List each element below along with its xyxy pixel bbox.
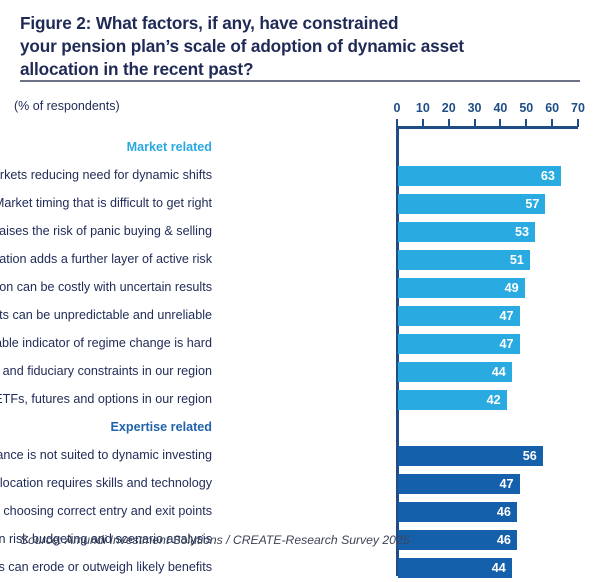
- group-header-row: Expertise related: [0, 414, 600, 442]
- bar-category-label: Our governance is not suited to dynamic …: [0, 448, 212, 462]
- bar: 44: [398, 558, 512, 578]
- bar-row: Dynamic asset allocation can be costly w…: [0, 274, 600, 302]
- source-note: Source: Amundi Investment Solutions / CR…: [20, 533, 410, 547]
- bar: 51: [398, 250, 530, 270]
- bar-row: Identifying a reliable indicator of regi…: [0, 330, 600, 358]
- bar-value-label: 47: [499, 309, 514, 323]
- axis-tick: [421, 119, 424, 127]
- bar-row: Dynamic asset allocation adds a further …: [0, 246, 600, 274]
- bar: 47: [398, 306, 520, 326]
- bar-category-label: Regulatory and fiduciary constraints in …: [0, 364, 212, 378]
- bar-row: Deviations from SAA raises the risk of p…: [0, 218, 600, 246]
- title-line-1: Figure 2: What factors, if any, have con…: [20, 13, 399, 33]
- axis-tick: [473, 119, 476, 127]
- bar-category-label: Prolonged bull markets reducing need for…: [0, 168, 212, 182]
- bar: 44: [398, 362, 512, 382]
- bar-category-label: Dynamic asset allocation requires skills…: [0, 476, 212, 490]
- bar-row: Lack of expertise in risk budgeting and …: [0, 526, 600, 554]
- axis-tick-label: 40: [493, 101, 508, 115]
- bar: 46: [398, 530, 517, 550]
- bar-category-label: Overall costs can erode or outweigh like…: [0, 560, 212, 574]
- bar-value-label: 46: [496, 505, 511, 519]
- bar-row: Prolonged bull markets reducing need for…: [0, 162, 600, 190]
- bar: 63: [398, 166, 561, 186]
- bar: 46: [398, 502, 517, 522]
- bar: 57: [398, 194, 546, 214]
- axis-tick-label: 70: [571, 101, 585, 115]
- bar: 47: [398, 474, 520, 494]
- bar-category-label: Identifying a reliable indicator of regi…: [0, 336, 212, 350]
- axis-tick-label: 30: [467, 101, 482, 115]
- bar-value-label: 56: [522, 449, 537, 463]
- units-caption: (% of respondents): [14, 99, 120, 113]
- axis-tick-label: 50: [519, 101, 534, 115]
- bar-category-label: Market timing that is difficult to get r…: [0, 196, 212, 210]
- axis-top-rule: [396, 126, 578, 129]
- axis-tick-label: 10: [415, 101, 430, 115]
- axis-tick-label: 20: [441, 101, 456, 115]
- bar-row: Good returns require choosing correct en…: [0, 498, 600, 526]
- axis-tick: [577, 119, 579, 127]
- bar-category-label: Good returns require choosing correct en…: [0, 504, 212, 518]
- bar-value-label: 44: [491, 561, 506, 575]
- bar-value-label: 57: [525, 197, 540, 211]
- bar-value-label: 47: [499, 337, 514, 351]
- bar-value-label: 51: [509, 253, 524, 267]
- bar-category-label: Signals on regime shifts can be unpredic…: [0, 308, 212, 322]
- bar: 42: [398, 390, 507, 410]
- axis-tick: [525, 119, 528, 127]
- bar-category-label: Lack of expertise in risk budgeting and …: [0, 532, 212, 546]
- bar-value-label: 42: [486, 393, 501, 407]
- bar-category-label: Dynamic asset allocation can be costly w…: [0, 280, 212, 294]
- axis-tick: [551, 119, 554, 127]
- page-title: Figure 2: What factors, if any, have con…: [20, 12, 580, 81]
- bar-row: Regulatory and fiduciary constraints in …: [0, 358, 600, 386]
- axis-tick: [396, 119, 398, 127]
- axis-vertical-line: [396, 126, 399, 576]
- group-header-label: Market related: [126, 140, 212, 154]
- title-line-2: your pension plan’s scale of adoption of…: [20, 35, 464, 56]
- bar-category-label: Lack of access to ETFs, futures and opti…: [0, 392, 212, 406]
- group-header-row: Market related: [0, 134, 600, 162]
- bar-category-label: Deviations from SAA raises the risk of p…: [0, 224, 212, 238]
- axis-tick-label: 0: [393, 101, 401, 115]
- bar: 47: [398, 334, 520, 354]
- title-line-3: allocation in the recent past?: [20, 58, 254, 79]
- bar-value-label: 47: [499, 477, 514, 491]
- bar-category-label: Dynamic asset allocation adds a further …: [0, 252, 212, 266]
- bar-row: Lack of access to ETFs, futures and opti…: [0, 386, 600, 414]
- bar-value-label: 53: [515, 225, 530, 239]
- bar: 56: [398, 446, 543, 466]
- bar-value-label: 63: [540, 169, 555, 183]
- bar-value-label: 49: [504, 281, 519, 295]
- bar-row: Overall costs can erode or outweigh like…: [0, 554, 600, 582]
- axis-tick: [499, 119, 502, 127]
- bar: 49: [398, 278, 525, 298]
- bar-value-label: 44: [491, 365, 506, 379]
- bar-row: Signals on regime shifts can be unpredic…: [0, 302, 600, 330]
- bar-row: Dynamic asset allocation requires skills…: [0, 470, 600, 498]
- axis-tick-label: 60: [545, 101, 560, 115]
- bar-row: Market timing that is difficult to get r…: [0, 190, 600, 218]
- axis-tick: [447, 119, 450, 127]
- group-header-label: Expertise related: [110, 420, 212, 434]
- bar: 53: [398, 222, 536, 242]
- bar-value-label: 46: [496, 533, 511, 547]
- bar-row: Our governance is not suited to dynamic …: [0, 442, 600, 470]
- title-divider: [20, 80, 580, 82]
